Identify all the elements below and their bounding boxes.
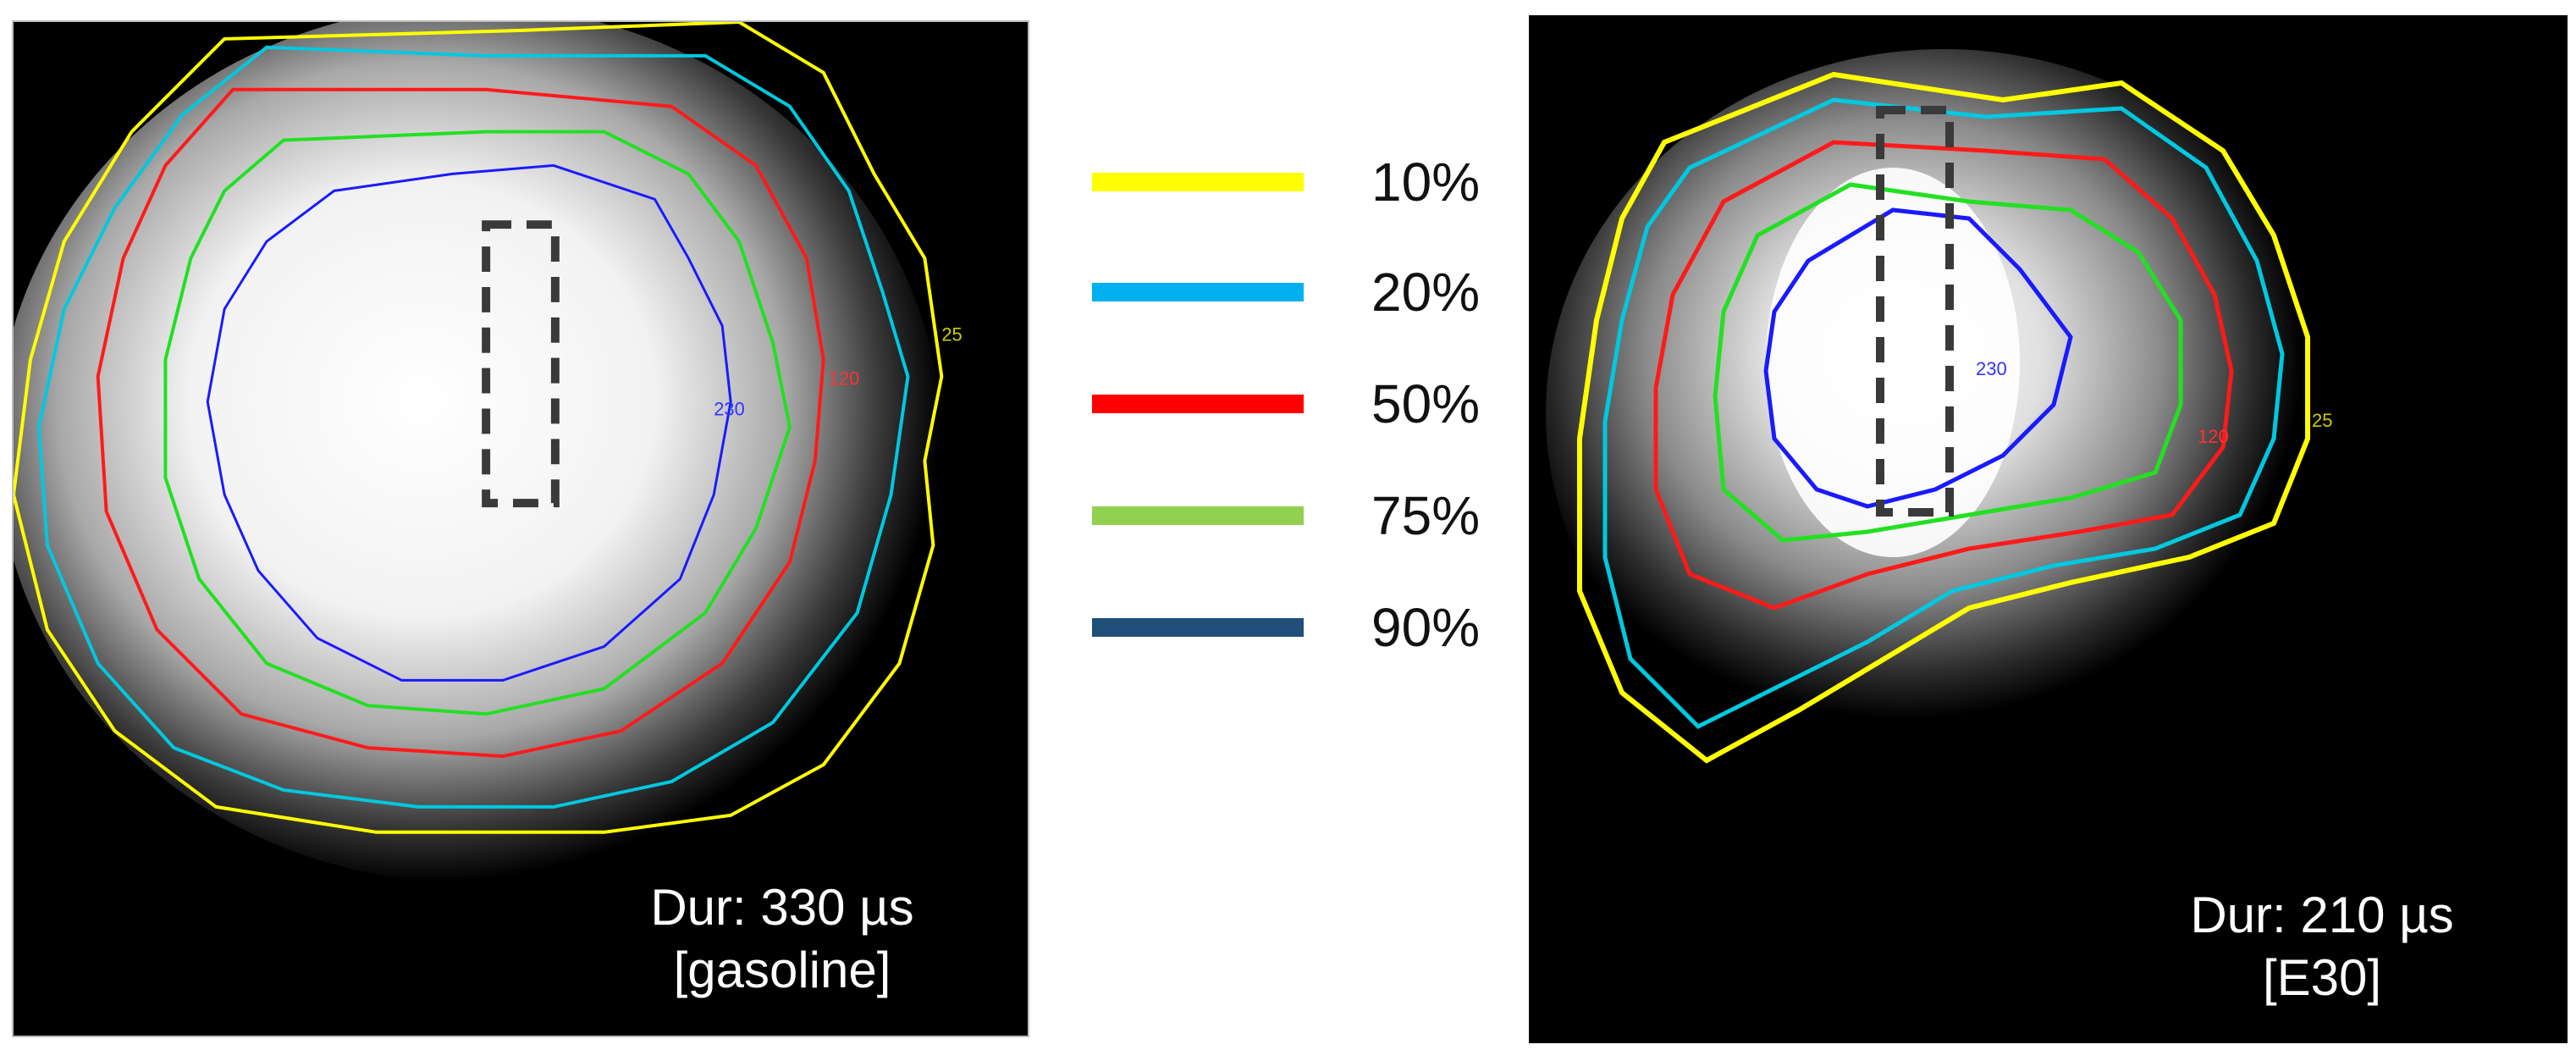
contour-label-25: 25 xyxy=(2312,410,2332,431)
legend-label: 50% xyxy=(1371,373,1481,434)
legend-swatch-red xyxy=(1092,395,1304,413)
legend-swatch-green xyxy=(1092,506,1304,525)
legend-label: 10% xyxy=(1371,152,1481,213)
caption-e30: Dur: 210 µs [E30] xyxy=(2144,884,2500,1009)
contour-label-120: 120 xyxy=(2198,426,2229,447)
legend-swatch-navy xyxy=(1092,618,1304,637)
legend-swatch-yellow xyxy=(1092,173,1304,191)
flame-image-e30: 25 120 230 Dur: 210 µs [E30] xyxy=(1529,15,2568,1043)
contour-75-percent xyxy=(1713,182,2183,543)
duration-label: Dur: 330 µs xyxy=(650,879,914,936)
flame-core xyxy=(1766,168,2020,557)
legend-label: 90% xyxy=(1371,597,1481,658)
flame-glow xyxy=(14,22,942,883)
measurement-box xyxy=(482,220,560,508)
flame-contour-plot-gasoline: 25 120 230 xyxy=(14,22,1028,1036)
caption-gasoline: Dur: 330 µs [gasoline] xyxy=(604,876,960,1002)
contour-10-percent xyxy=(1577,71,2310,764)
legend-swatch-cyan xyxy=(1092,283,1304,301)
contour-label-120: 120 xyxy=(829,368,860,390)
legend-label: 20% xyxy=(1371,262,1481,323)
legend-item-50: 50% xyxy=(1084,366,1490,434)
contour-20-percent xyxy=(1602,97,2285,730)
measurement-box xyxy=(1876,106,1954,517)
legend-label: 75% xyxy=(1371,485,1481,546)
contour-label-25: 25 xyxy=(941,324,962,345)
contour-75-percent xyxy=(163,130,792,716)
contour-label-230: 230 xyxy=(1976,358,2007,379)
contour-50-percent xyxy=(96,87,825,759)
flame-contour-plot-e30: 25 120 230 xyxy=(1529,15,2568,1043)
contour-50-percent xyxy=(1653,140,2234,611)
legend-item-10: 10% xyxy=(1084,144,1490,213)
contour-20-percent xyxy=(36,45,910,809)
legend-item-20: 20% xyxy=(1084,254,1490,323)
legend: 10% 20% 50% 75% 90% xyxy=(1084,144,1490,686)
contour-10-percent xyxy=(14,22,944,834)
fuel-label: [E30] xyxy=(2262,949,2382,1006)
fuel-label: [gasoline] xyxy=(673,942,891,998)
contour-label-230: 230 xyxy=(714,398,745,419)
duration-label: Dur: 210 µs xyxy=(2190,887,2454,943)
contour-90-percent xyxy=(1763,207,2073,509)
flame-image-gasoline: 25 120 230 Dur: 330 µs [gasoline] xyxy=(12,20,1029,1037)
legend-item-75: 75% xyxy=(1084,478,1490,546)
contour-90-percent xyxy=(206,163,732,682)
legend-item-90: 90% xyxy=(1084,589,1490,658)
